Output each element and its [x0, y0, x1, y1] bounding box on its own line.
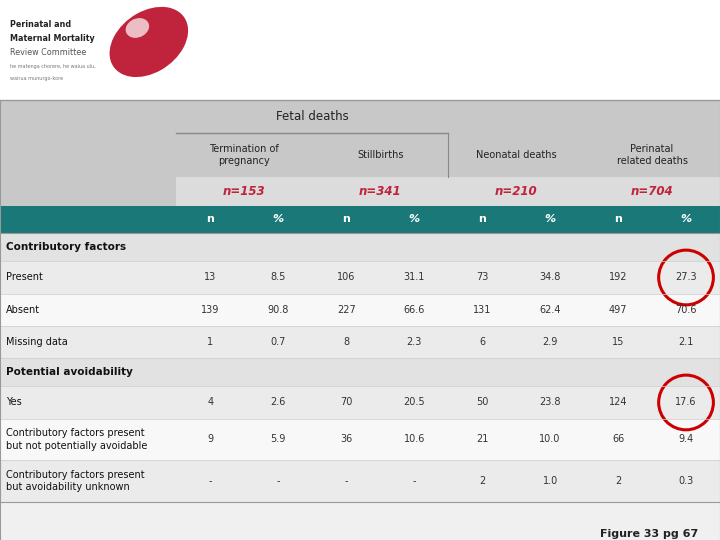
Text: 10.0: 10.0 — [539, 435, 561, 444]
Ellipse shape — [109, 7, 188, 77]
Text: 5.9: 5.9 — [271, 435, 286, 444]
Text: n=341: n=341 — [359, 185, 402, 198]
Text: 497: 497 — [609, 305, 627, 315]
Text: Fetal deaths: Fetal deaths — [276, 110, 348, 123]
Text: 131: 131 — [473, 305, 491, 315]
Text: 1.0: 1.0 — [542, 476, 558, 486]
Text: 50: 50 — [476, 397, 488, 408]
Text: 2.9: 2.9 — [542, 337, 558, 347]
Text: 227: 227 — [337, 305, 356, 315]
Text: 8.5: 8.5 — [271, 273, 286, 282]
Text: n: n — [614, 214, 622, 224]
Text: 106: 106 — [337, 273, 356, 282]
Text: Neonatal deaths: Neonatal deaths — [476, 150, 557, 160]
Text: Present: Present — [6, 273, 42, 282]
Text: 66: 66 — [612, 435, 624, 444]
Text: n=210: n=210 — [495, 185, 537, 198]
Text: n: n — [207, 214, 215, 224]
Text: %: % — [544, 214, 556, 224]
Text: Absent: Absent — [6, 305, 40, 315]
Text: %: % — [273, 214, 284, 224]
Text: Potential avoidability: Potential avoidability — [6, 367, 132, 377]
Text: 124: 124 — [609, 397, 627, 408]
Text: 17.6: 17.6 — [675, 397, 697, 408]
Text: 90.8: 90.8 — [268, 305, 289, 315]
Text: 15: 15 — [612, 337, 624, 347]
Bar — [0, 387, 720, 418]
Text: 66.6: 66.6 — [403, 305, 425, 315]
Bar — [0, 418, 720, 460]
Text: -: - — [276, 476, 280, 486]
Text: Figure 33 pg 67: Figure 33 pg 67 — [600, 529, 698, 538]
Text: Missing data: Missing data — [6, 337, 68, 347]
Text: Perinatal
related deaths: Perinatal related deaths — [616, 144, 688, 166]
Text: 2: 2 — [479, 476, 485, 486]
Text: 9.4: 9.4 — [678, 435, 693, 444]
Text: -: - — [413, 476, 416, 486]
Text: 20.5: 20.5 — [403, 397, 425, 408]
Text: he matenga chorere, he waiua ulu,: he matenga chorere, he waiua ulu, — [9, 64, 95, 69]
Text: Yes: Yes — [6, 397, 22, 408]
Text: Contributory factors: Contributory factors — [6, 242, 126, 252]
Text: 62.4: 62.4 — [539, 305, 561, 315]
Text: Maternal Mortality: Maternal Mortality — [9, 34, 94, 43]
Bar — [0, 206, 720, 233]
Text: Termination of
pregnancy: Termination of pregnancy — [210, 144, 279, 166]
Text: 6: 6 — [479, 337, 485, 347]
Text: 8: 8 — [343, 337, 349, 347]
Text: 0.7: 0.7 — [271, 337, 286, 347]
Ellipse shape — [125, 18, 149, 38]
Text: 2.3: 2.3 — [407, 337, 422, 347]
Text: n=704: n=704 — [631, 185, 673, 198]
Bar — [0, 326, 720, 358]
Text: 70.6: 70.6 — [675, 305, 697, 315]
Text: 2: 2 — [615, 476, 621, 486]
Text: 139: 139 — [201, 305, 220, 315]
Text: 31.1: 31.1 — [403, 273, 425, 282]
Text: n: n — [342, 214, 350, 224]
Bar — [0, 233, 720, 261]
Text: 73: 73 — [476, 273, 488, 282]
Text: 10.6: 10.6 — [403, 435, 425, 444]
Text: Stillbirths: Stillbirths — [357, 150, 403, 160]
Text: 27.3: 27.3 — [675, 273, 697, 282]
Text: Contributory factors present
but not potentially avoidable: Contributory factors present but not pot… — [6, 428, 147, 451]
Text: n=153: n=153 — [223, 185, 266, 198]
Text: %: % — [409, 214, 420, 224]
Text: 2.1: 2.1 — [678, 337, 693, 347]
Text: 4: 4 — [207, 397, 213, 408]
Text: Contributory factors present
but avoidability unknown: Contributory factors present but avoidab… — [6, 470, 145, 492]
Text: 70: 70 — [340, 397, 353, 408]
Bar — [0, 100, 720, 233]
Text: 192: 192 — [609, 273, 627, 282]
Bar — [176, 177, 720, 233]
Text: -: - — [345, 476, 348, 486]
Text: %: % — [680, 214, 692, 224]
Bar — [176, 177, 720, 206]
Text: Contributory factors and
potentially avoidable perinatal
related deaths 2010: Contributory factors and potentially avo… — [286, 11, 625, 81]
Text: 23.8: 23.8 — [539, 397, 561, 408]
Text: 1: 1 — [207, 337, 213, 347]
Text: 21: 21 — [476, 435, 488, 444]
Text: 34.8: 34.8 — [539, 273, 561, 282]
Text: Review Committee: Review Committee — [9, 48, 86, 57]
Text: 9: 9 — [207, 435, 213, 444]
Text: -: - — [209, 476, 212, 486]
Text: wairua munurgo-kore: wairua munurgo-kore — [9, 76, 63, 81]
Bar — [0, 261, 720, 294]
Text: 36: 36 — [340, 435, 352, 444]
Bar — [0, 294, 720, 326]
Text: n: n — [478, 214, 486, 224]
Text: Perinatal and: Perinatal and — [9, 20, 71, 29]
Bar — [0, 358, 720, 387]
Text: 2.6: 2.6 — [271, 397, 286, 408]
Text: 0.3: 0.3 — [678, 476, 693, 486]
Bar — [0, 460, 720, 502]
Text: 13: 13 — [204, 273, 217, 282]
